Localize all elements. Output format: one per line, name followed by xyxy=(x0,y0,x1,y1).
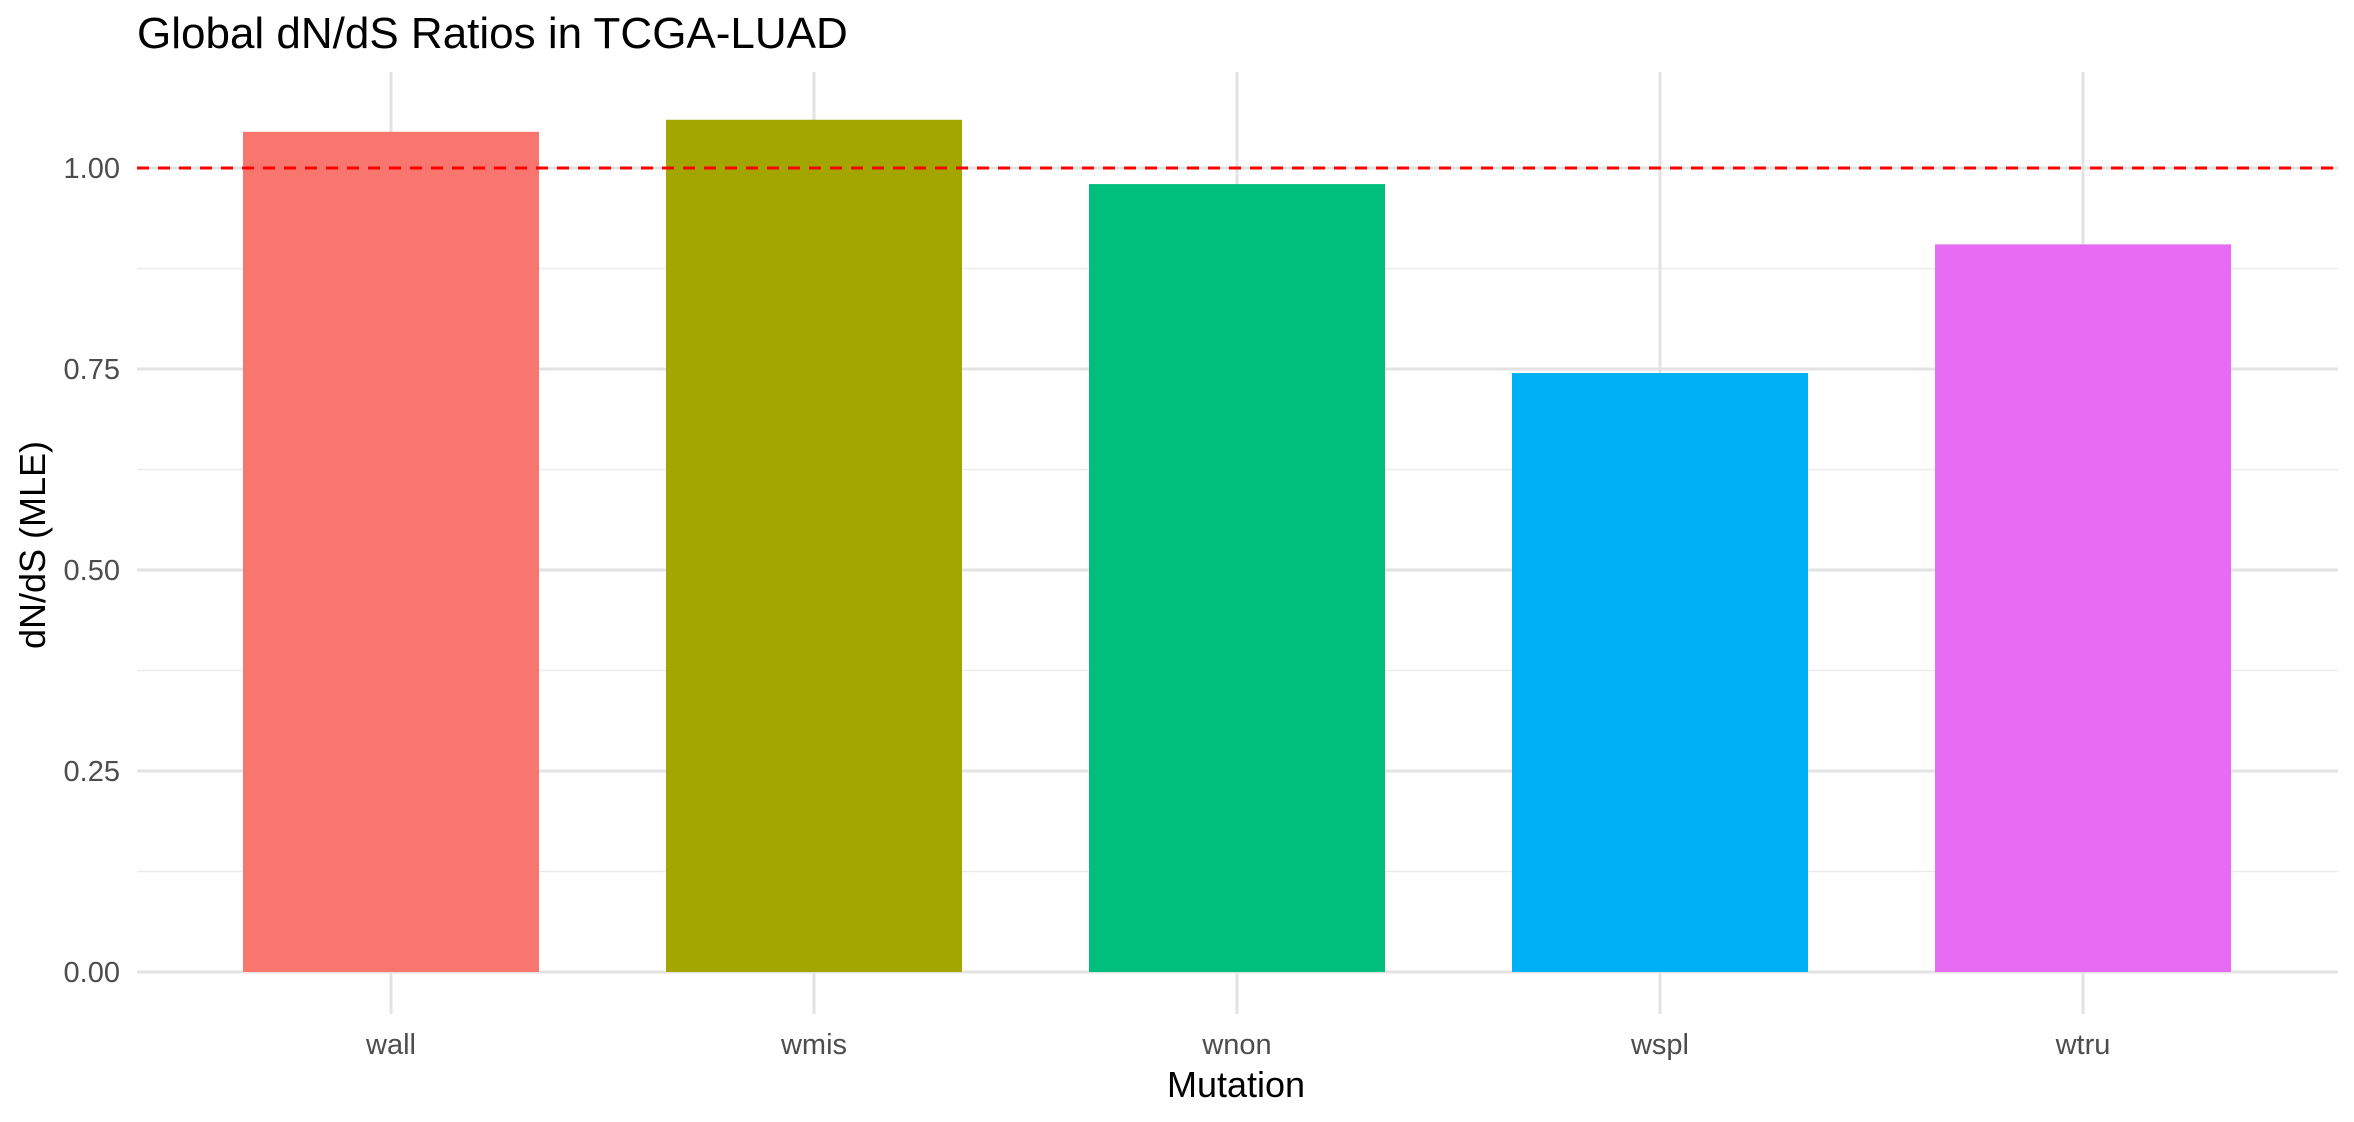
chart-title: Global dN/dS Ratios in TCGA-LUAD xyxy=(137,9,848,58)
x-axis-ticks: wall wmis wnon wspl wtru xyxy=(365,1029,2110,1061)
y-tick-label: 0.25 xyxy=(64,756,120,788)
y-axis-title: dN/dS (MLE) xyxy=(12,441,53,649)
y-tick-label: 1.00 xyxy=(64,153,120,185)
y-tick-label: 0.75 xyxy=(64,354,120,386)
y-tick-label: 0.50 xyxy=(64,555,120,587)
x-tick-label: wspl xyxy=(1630,1029,1689,1061)
y-tick-label: 0.00 xyxy=(64,957,120,989)
bar-wmis xyxy=(666,119,962,972)
y-axis-ticks: 0.00 0.25 0.50 0.75 1.00 xyxy=(64,153,120,989)
x-tick-label: wmis xyxy=(780,1029,847,1061)
x-tick-label: wnon xyxy=(1201,1029,1271,1061)
bars-layer xyxy=(243,119,2231,972)
x-tick-label: wtru xyxy=(2055,1029,2111,1061)
bar-wnon xyxy=(1089,184,1385,972)
bar-wspl xyxy=(1512,373,1808,972)
bar-wtru xyxy=(1935,244,2231,972)
x-axis-title: Mutation xyxy=(1167,1064,1305,1105)
bar-wall xyxy=(243,131,539,972)
x-tick-label: wall xyxy=(365,1029,416,1061)
